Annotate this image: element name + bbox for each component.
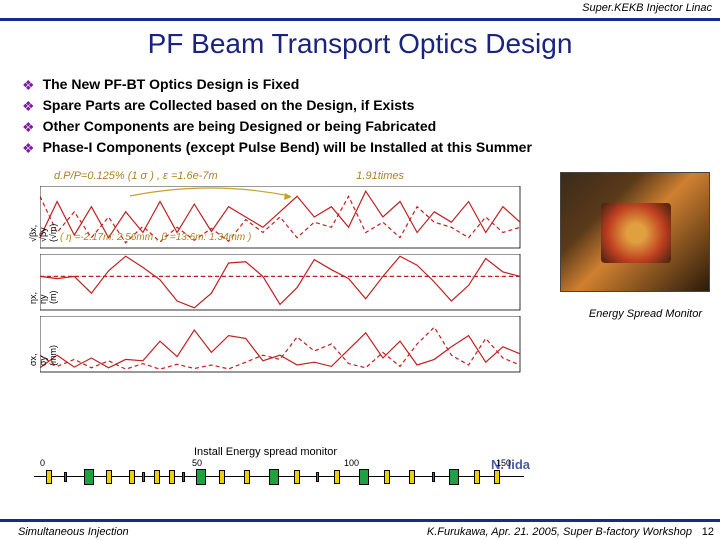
bullet-row: ❖ Spare Parts are Collected based on the… — [22, 97, 532, 115]
beamline-element — [359, 469, 369, 485]
anno-times: 1.91times — [356, 170, 404, 182]
bullet-text: Other Components are being Designed or b… — [43, 118, 437, 134]
arrow-annotation-icon — [120, 178, 300, 208]
beamline-element — [294, 470, 300, 484]
page-number: 12 — [702, 526, 714, 538]
beamline-element — [316, 472, 319, 482]
beamline-element — [269, 469, 279, 485]
ylabel: σx, σy (mm) — [28, 345, 58, 366]
beamline-element — [219, 470, 225, 484]
diamond-bullet-icon: ❖ — [22, 140, 35, 157]
beamline-element — [84, 469, 94, 485]
beamline-schematic — [34, 468, 524, 486]
beamline-element — [432, 472, 435, 482]
beamline-element — [494, 470, 500, 484]
xtick: 0 — [40, 458, 45, 468]
bullet-text: Spare Parts are Collected based on the D… — [43, 97, 415, 113]
bullet-text: Phase-I Components (except Pulse Bend) w… — [43, 139, 532, 155]
header-project: Super.KEKB Injector Linac — [582, 2, 712, 14]
beamline-element — [46, 470, 52, 484]
beamline-element — [142, 472, 145, 482]
beamline-element — [196, 469, 206, 485]
bullet-row: ❖ Phase-I Components (except Pulse Bend)… — [22, 139, 532, 157]
footer-left: Simultaneous Injection — [18, 526, 129, 538]
monitor-photo — [560, 172, 710, 292]
footer-bar — [0, 519, 720, 522]
beamline-element — [449, 469, 459, 485]
beamline-element — [384, 470, 390, 484]
photo-caption: Energy Spread Monitor — [589, 308, 702, 320]
beamline-element — [409, 470, 415, 484]
diamond-bullet-icon: ❖ — [22, 119, 35, 136]
bullet-text: The New PF-BT Optics Design is Fixed — [43, 76, 300, 92]
header-bar — [0, 18, 720, 21]
diamond-bullet-icon: ❖ — [22, 77, 35, 94]
bullet-list: ❖ The New PF-BT Optics Design is Fixed ❖… — [22, 76, 532, 160]
beamline-element — [474, 470, 480, 484]
beamline-element — [182, 472, 185, 482]
beamline-element — [154, 470, 160, 484]
diamond-bullet-icon: ❖ — [22, 98, 35, 115]
install-label: Install Energy spread monitor — [194, 446, 337, 458]
beamline-element — [106, 470, 112, 484]
anno-eta-beta: ( η =-2.17m: 2.56mm , β =13.6m: 1.34mm ) — [60, 232, 251, 243]
beamline-element — [64, 472, 67, 482]
beamline-element — [334, 470, 340, 484]
ylabel: √βx, √βy (√m) — [28, 224, 58, 242]
optics-figure: d.P/P=0.125% (1 σ ) , ε =1.6e-7m 1.91tim… — [24, 170, 534, 490]
beamline-element — [244, 470, 250, 484]
ylabel: ηx, ηy (m) — [28, 291, 58, 305]
page-title: PF Beam Transport Optics Design — [0, 28, 720, 60]
bullet-row: ❖ Other Components are being Designed or… — [22, 118, 532, 136]
monitor-device — [601, 203, 671, 263]
xtick: 100 — [344, 458, 359, 468]
beamline-element — [129, 470, 135, 484]
beamline-element — [169, 470, 175, 484]
footer-right: K.Furukawa, Apr. 21. 2005, Super B-facto… — [427, 526, 692, 538]
bullet-row: ❖ The New PF-BT Optics Design is Fixed — [22, 76, 532, 94]
xtick: 50 — [192, 458, 202, 468]
xtick: 150 — [496, 458, 511, 468]
